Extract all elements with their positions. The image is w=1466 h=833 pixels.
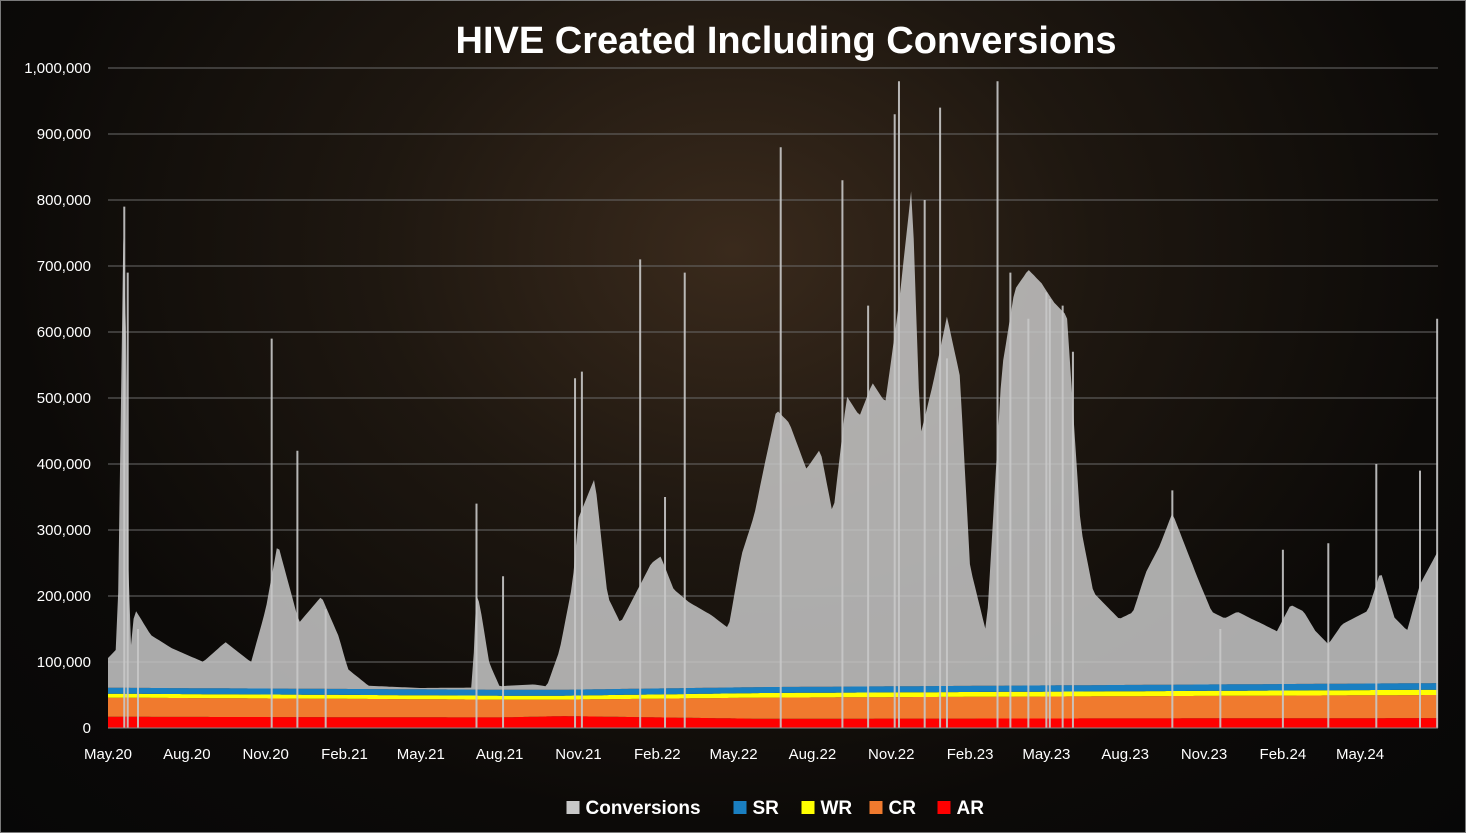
legend-swatch-wr: [801, 801, 815, 814]
legend-label-ar: AR: [957, 798, 985, 819]
y-tick-label: 400,000: [37, 456, 91, 473]
area-wr: [108, 689, 1438, 700]
x-tick-label: Nov.21: [555, 746, 601, 763]
y-tick-label: 700,000: [37, 258, 91, 275]
x-tick-label: Nov.20: [242, 746, 288, 763]
x-tick-label: Aug.21: [476, 746, 524, 763]
y-tick-label: 600,000: [37, 324, 91, 341]
x-axis: May.20 Aug.20 Nov.20 Feb.21 May.21 Aug.21 Nov.…: [84, 727, 1438, 763]
x-tick-label: May.24: [1336, 746, 1384, 763]
legend-swatch-sr: [733, 801, 747, 814]
legend-swatch-ar: [937, 801, 951, 814]
legend-label-cr: CR: [889, 798, 917, 819]
x-tick-label: May.23: [1022, 746, 1070, 763]
y-axis: 0 100,000 200,000 300,000 400,000 500,000 600,…: [24, 60, 91, 737]
area-conversions: [108, 191, 1438, 690]
legend-label-conversions: Conversions: [586, 798, 701, 819]
y-tick-label: 200,000: [37, 588, 91, 605]
x-tick-label: Feb.21: [321, 746, 368, 763]
chart-title: HIVE Created Including Conversions: [456, 20, 1117, 62]
y-tick-label: 100,000: [37, 654, 91, 671]
x-tick-label: May.20: [84, 746, 132, 763]
y-tick-label: 1,000,000: [24, 60, 91, 77]
y-tick-label: 800,000: [37, 192, 91, 209]
x-tick-label: May.21: [397, 746, 445, 763]
legend-swatch-cr: [869, 801, 883, 814]
y-tick-label: 0: [83, 720, 91, 737]
legend-label-wr: WR: [821, 798, 853, 819]
x-tick-label: Aug.22: [789, 746, 837, 763]
legend: Conversions SR WR CR AR: [566, 798, 985, 819]
area-cr: [108, 695, 1438, 719]
x-tick-label: Feb.24: [1260, 746, 1307, 763]
x-tick-label: May.22: [710, 746, 758, 763]
area-ar: [108, 716, 1438, 728]
stacked-areas: [108, 191, 1438, 728]
y-tick-label: 900,000: [37, 126, 91, 143]
x-tick-label: Aug.23: [1101, 746, 1149, 763]
legend-swatch-conversions: [566, 801, 580, 814]
x-tick-label: Nov.23: [1181, 746, 1227, 763]
legend-label-sr: SR: [753, 798, 780, 819]
y-tick-label: 300,000: [37, 522, 91, 539]
x-tick-label: Feb.23: [947, 746, 994, 763]
area-sr: [108, 683, 1438, 696]
y-tick-label: 500,000: [37, 390, 91, 407]
x-tick-label: Feb.22: [634, 746, 681, 763]
x-tick-label: Nov.22: [868, 746, 914, 763]
conversion-spikes: [123, 81, 1439, 728]
x-tick-label: Aug.20: [163, 746, 211, 763]
